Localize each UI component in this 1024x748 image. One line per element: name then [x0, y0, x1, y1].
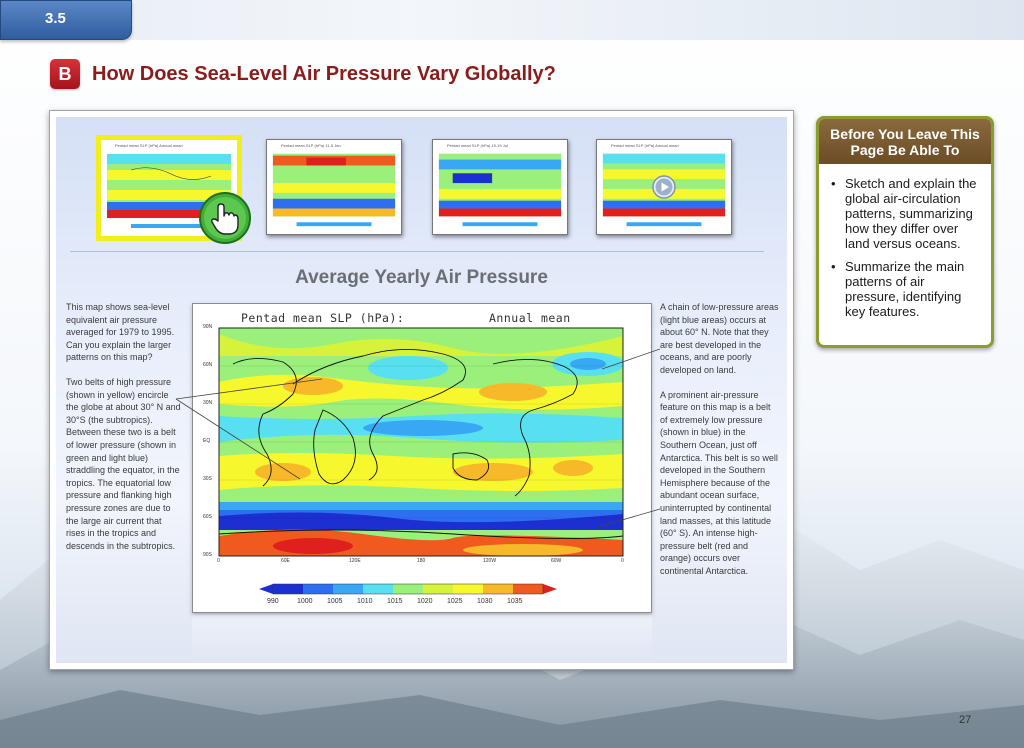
lon-label: 0: [621, 558, 624, 564]
figure-title: Average Yearly Air Pressure: [295, 267, 548, 288]
lat-label: 60S: [203, 514, 212, 520]
objectives-list: Sketch and explain the global air-circul…: [819, 164, 991, 319]
lat-label: 30N: [203, 400, 213, 406]
colorbar-label: 1020: [417, 598, 433, 605]
lat-label: 30S: [203, 476, 212, 482]
colorbar-label: 1025: [447, 598, 463, 605]
learning-objectives-card: Before You Leave This Page Be Able To Sk…: [816, 116, 994, 348]
map-reflection: [192, 615, 652, 663]
thumbnail-caption: Pentad mean SLP (hPa) 11-5 Jan: [281, 143, 341, 148]
thumbnail-annual-mean[interactable]: Pentad mean SLP (hPa) Annual mean: [96, 135, 242, 241]
lat-label: 90N: [203, 324, 213, 330]
lon-label: 60E: [281, 558, 290, 564]
page-number: 27: [959, 714, 972, 726]
section-letter-badge: B: [50, 59, 80, 89]
caption-paragraph: Two belts of high pressure (shown in yel…: [66, 376, 181, 551]
lon-label: 180: [417, 558, 426, 564]
colorbar-label: 1010: [357, 598, 373, 605]
thumbnail-july[interactable]: Pentad mean SLP (hPa) 15-19 Jul: [432, 139, 568, 235]
lon-label: 120E: [349, 558, 361, 564]
thumbnail-caption: Pentad mean SLP (hPa) Annual mean: [611, 143, 679, 148]
colorbar-label: 1000: [297, 598, 313, 605]
thumbnail-animation[interactable]: Pentad mean SLP (hPa) Annual mean: [596, 139, 732, 235]
page-title: How Does Sea-Level Air Pressure Vary Glo…: [92, 62, 556, 85]
lat-label: 90S: [203, 552, 212, 558]
lat-label: 60N: [203, 362, 213, 368]
objectives-heading: Before You Leave This Page Be Able To: [819, 119, 991, 164]
colorbar-label: 1005: [327, 598, 343, 605]
header-band: [0, 0, 1024, 40]
map-title: Pentad mean SLP (hPa):: [241, 311, 405, 325]
left-caption: This map shows sea-level equivalent air …: [66, 301, 182, 564]
thumbnail-map-image: [101, 140, 237, 236]
pressure-map-image: [218, 327, 624, 595]
lon-label: 120W: [483, 558, 497, 564]
hand-pointer-icon[interactable]: [198, 191, 252, 245]
lon-label: 60W: [551, 558, 562, 564]
colorbar-label: 1030: [477, 598, 493, 605]
thumbnail-map-image: [267, 140, 401, 234]
thumbnail-january[interactable]: Pentad mean SLP (hPa) 11-5 Jan: [266, 139, 402, 235]
play-icon[interactable]: [652, 175, 676, 199]
colorbar-label: 1035: [507, 598, 523, 605]
section-number-tab[interactable]: 3.5: [0, 0, 132, 40]
interactive-figure-panel: Pentad mean SLP (hPa) Annual mean Pentad…: [49, 110, 794, 670]
thumbnail-map-image: [433, 140, 567, 234]
thumbnail-caption: Pentad mean SLP (hPa) 15-19 Jul: [447, 143, 508, 148]
caption-paragraph: This map shows sea-level equivalent air …: [66, 302, 175, 363]
divider-line: [70, 251, 764, 252]
section-heading: B How Does Sea-Level Air Pressure Vary G…: [50, 59, 556, 89]
section-number: 3.5: [45, 10, 66, 27]
lat-label: EQ: [203, 438, 211, 444]
lon-label: 0: [217, 558, 220, 564]
right-caption: A chain of low-pressure areas (light blu…: [660, 301, 780, 589]
objective-item: Sketch and explain the global air-circul…: [829, 176, 981, 251]
thumbnail-caption: Pentad mean SLP (hPa) Annual mean: [115, 143, 183, 148]
pressure-map: Pentad mean SLP (hPa): Annual mean 90N 6…: [192, 303, 652, 613]
colorbar-label: 1015: [387, 598, 403, 605]
map-period: Annual mean: [489, 311, 571, 325]
objective-item: Summarize the main patterns of air press…: [829, 259, 981, 319]
colorbar-label: 990: [267, 598, 279, 605]
caption-paragraph: A chain of low-pressure areas (light blu…: [660, 302, 779, 375]
caption-paragraph: A prominent air-pressure feature on this…: [660, 389, 778, 576]
